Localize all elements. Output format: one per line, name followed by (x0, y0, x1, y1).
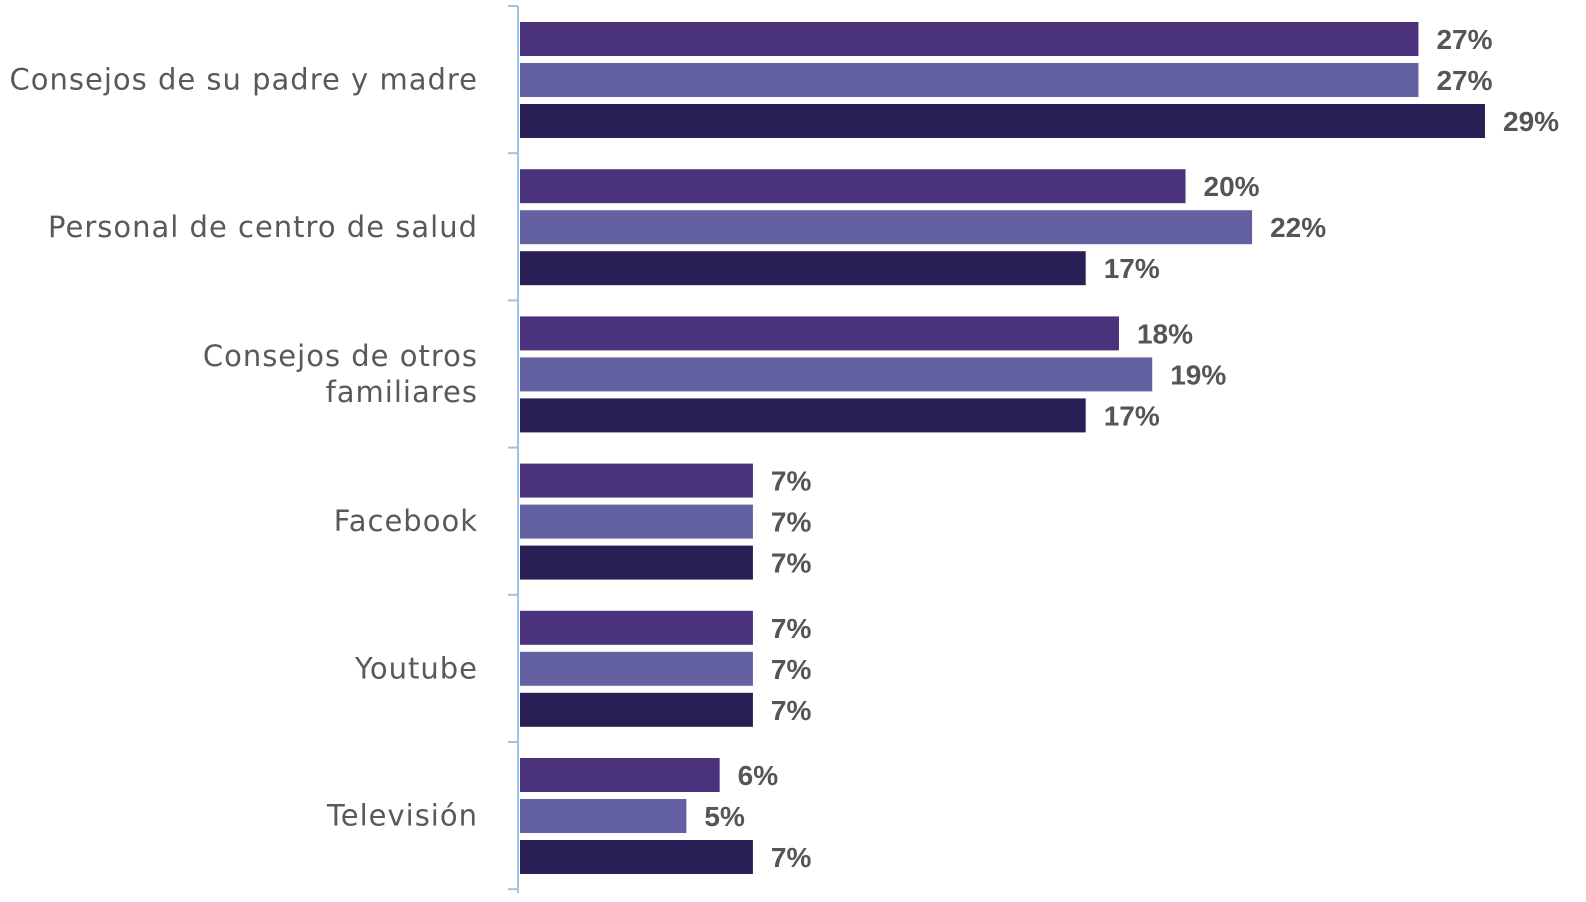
bar (520, 758, 720, 792)
bar (520, 210, 1253, 245)
bar (520, 840, 753, 874)
bar (520, 504, 753, 539)
category-tick-label: Youtube (354, 651, 478, 685)
bar (520, 357, 1153, 392)
bar (520, 398, 1086, 433)
bar (520, 651, 753, 686)
data-label: 7% (771, 654, 812, 685)
data-label: 6% (738, 760, 779, 791)
data-label: 7% (771, 695, 812, 726)
data-label: 7% (771, 613, 812, 644)
category-tick-label: Consejos de otros (203, 339, 478, 373)
bar (520, 104, 1485, 138)
category-tick-label: Personal de centro de salud (48, 210, 478, 244)
category-tick-label: Facebook (334, 504, 478, 538)
bar (520, 316, 1119, 351)
data-label: 7% (771, 548, 812, 579)
bar (520, 799, 687, 833)
data-label: 29% (1503, 106, 1559, 137)
bar (520, 169, 1186, 204)
bar (520, 545, 753, 580)
data-label: 27% (1436, 65, 1492, 96)
data-label: 27% (1436, 24, 1492, 55)
data-label: 7% (771, 466, 812, 497)
category-tick-label: Televisión (326, 799, 478, 833)
bar (520, 463, 753, 498)
data-label: 5% (704, 801, 745, 832)
data-label: 20% (1204, 171, 1260, 202)
data-label: 18% (1137, 318, 1193, 349)
bar (520, 22, 1419, 56)
data-label: 7% (771, 842, 812, 873)
data-label: 7% (771, 507, 812, 538)
data-label: 22% (1270, 212, 1326, 243)
data-label: 17% (1104, 253, 1160, 284)
data-label: 17% (1104, 400, 1160, 431)
data-label: 19% (1170, 359, 1226, 390)
category-tick-label: Consejos de su padre y madre (10, 63, 479, 97)
category-tick-label: familiares (326, 375, 478, 409)
bar (520, 251, 1086, 286)
bar (520, 63, 1419, 97)
bar (520, 610, 753, 645)
bar (520, 692, 753, 727)
